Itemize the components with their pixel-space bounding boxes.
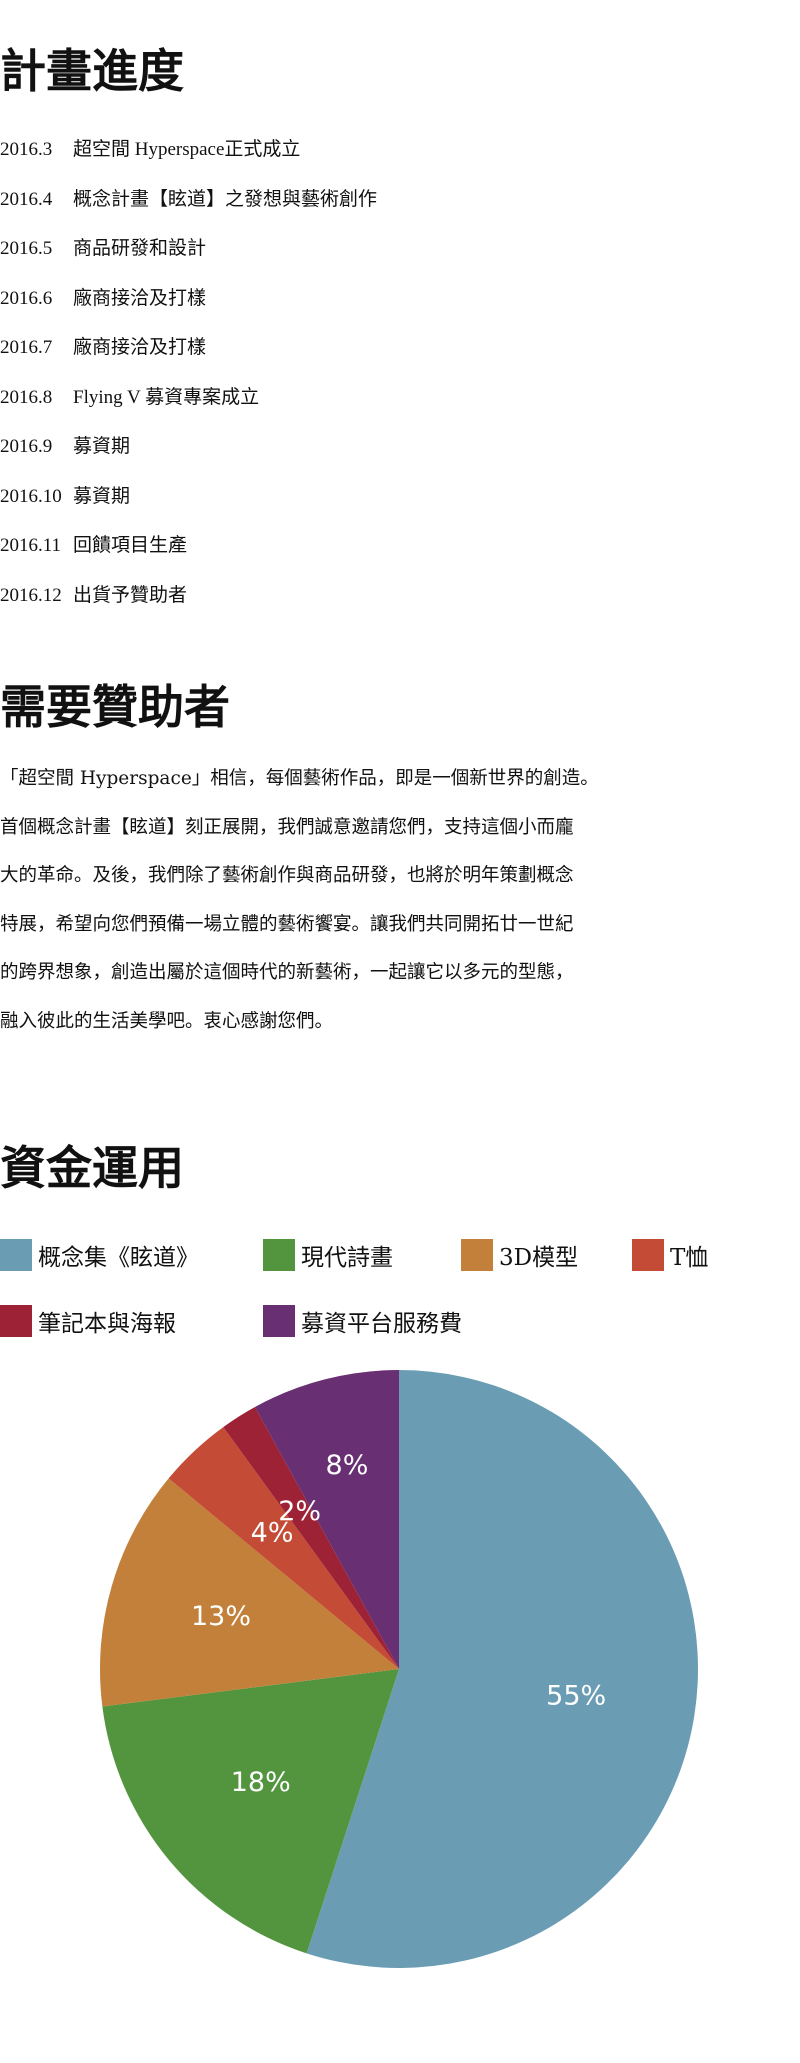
pie-slice <box>223 1406 399 1669</box>
legend-swatch <box>263 1305 295 1337</box>
schedule-text: 商品研發和設計 <box>73 238 207 259</box>
schedule-date: 2016.8 <box>0 386 53 408</box>
schedule-date: 2016.4 <box>0 188 53 210</box>
schedule-date: 2016.9 <box>0 436 53 457</box>
sponsors-paragraph: 「超空間 Hyperspace」相信，每個藝術作品，即是一個新世界的創造。 首個概… <box>0 755 660 1046</box>
schedule-text: 概念計畫【眩道】之發想與藝術創作 <box>73 188 378 210</box>
schedule-text: 廠商接洽及打樣 <box>73 287 207 309</box>
paragraph-line: 大的革命。及後，我們除了藝術創作與商品研發，也將於明年策劃概念 <box>0 865 574 886</box>
schedule-title: 計畫進度 <box>0 44 184 98</box>
legend-item: 筆記本與海報 <box>0 1304 176 1338</box>
schedule-date: 2016.11 <box>0 535 62 556</box>
schedule-text: 超空間 Hyperspace正式成立 <box>73 139 301 160</box>
paragraph-line: 的跨界想象，創造出屬於這個時代的新藝術，一起讓它以多元的型態， <box>0 962 574 983</box>
schedule-text: 廠商接洽及打樣 <box>73 337 207 358</box>
pie-label: 18% <box>231 1767 291 1798</box>
schedule-item: 2016.12 出貨予贊助者 <box>0 584 377 634</box>
legend-item: T恤 <box>632 1238 708 1272</box>
legend-swatch <box>0 1305 32 1337</box>
schedule-text: 出貨予贊助者 <box>73 584 188 606</box>
pie-label: 13% <box>191 1601 251 1632</box>
schedule-item: 2016.3 超空間 Hyperspace正式成立 <box>0 138 377 188</box>
legend-label: 概念集《眩道》 <box>38 1245 199 1271</box>
schedule-date: 2016.7 <box>0 337 53 358</box>
schedule-text: Flying V 募資專案成立 <box>73 386 260 408</box>
legend-item: 概念集《眩道》 <box>0 1238 199 1272</box>
legend-label: T恤 <box>670 1245 709 1271</box>
pie-label: 4% <box>251 1517 294 1548</box>
schedule-item: 2016.10 募資期 <box>0 485 377 535</box>
pie-slice <box>254 1370 399 1669</box>
legend-item: 現代詩畫 <box>263 1238 393 1272</box>
schedule-text: 募資期 <box>73 485 131 507</box>
schedule-item: 2016.7 廠商接洽及打樣 <box>0 336 377 386</box>
schedule-list: 2016.3 超空間 Hyperspace正式成立 2016.4 概念計畫【眩道】之發… <box>0 138 377 633</box>
legend-swatch <box>632 1239 664 1271</box>
schedule-text: 募資期 <box>73 436 131 457</box>
schedule-date: 2016.6 <box>0 287 53 309</box>
paragraph-line: 「超空間 Hyperspace」相信，每個藝術作品，即是一個新世界的創造。 <box>0 768 599 789</box>
legend-swatch <box>263 1239 295 1271</box>
paragraph-line: 特展，希望向您們預備一場立體的藝術饗宴。讓我們共同開拓廿一世紀 <box>0 913 574 935</box>
schedule-item: 2016.4 概念計畫【眩道】之發想與藝術創作 <box>0 188 377 238</box>
pie-slice <box>306 1370 699 1968</box>
paragraph-line: 融入彼此的生活美學吧。衷心感謝您們。 <box>0 1010 334 1032</box>
sponsors-title: 需要贊助者 <box>0 680 230 734</box>
schedule-text: 回饋項目生產 <box>73 535 188 556</box>
schedule-item: 2016.6 廠商接洽及打樣 <box>0 287 377 337</box>
schedule-item: 2016.8 Flying V 募資專案成立 <box>0 386 377 436</box>
legend-item: 募資平台服務費 <box>263 1304 462 1338</box>
schedule-date: 2016.12 <box>0 584 62 606</box>
pie-label: 2% <box>278 1496 321 1527</box>
pie-label: 55% <box>546 1681 606 1712</box>
legend-label: 募資平台服務費 <box>301 1311 462 1337</box>
legend-label: 筆記本與海報 <box>38 1311 176 1337</box>
pie-slice <box>99 1478 399 1707</box>
schedule-item: 2016.9 募資期 <box>0 435 377 485</box>
schedule-date: 2016.10 <box>0 485 62 507</box>
schedule-date: 2016.3 <box>0 139 53 160</box>
pie-slice <box>168 1427 399 1669</box>
legend-item: 3D模型 <box>461 1238 578 1272</box>
pie-label: 8% <box>326 1450 369 1481</box>
legend-swatch <box>0 1239 32 1271</box>
schedule-date: 2016.5 <box>0 238 53 259</box>
pie-slice <box>102 1669 400 1954</box>
schedule-item: 2016.5 商品研發和設計 <box>0 237 377 287</box>
legend-label: 現代詩畫 <box>301 1245 393 1271</box>
legend-swatch <box>461 1239 493 1271</box>
paragraph-line: 首個概念計畫【眩道】刻正展開，我們誠意邀請您們，支持這個小而龐 <box>0 816 574 838</box>
legend-label: 3D模型 <box>499 1245 579 1271</box>
funds-title: 資金運用 <box>0 1141 184 1195</box>
schedule-item: 2016.11 回饋項目生產 <box>0 534 377 584</box>
